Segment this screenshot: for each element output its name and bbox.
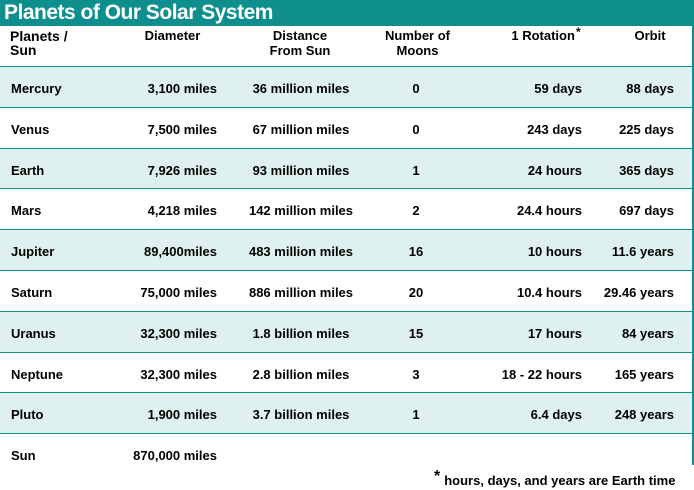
asterisk-mark: * <box>575 25 581 39</box>
header-diameter: Diameter <box>144 28 201 43</box>
table-row: Neptune 32,300 miles 2.8 billion miles 3 18 … <box>0 351 692 393</box>
moons-cell: 2 <box>412 203 420 219</box>
header-distance-line1: Distance <box>272 28 328 43</box>
planet-name: Pluto <box>11 407 44 423</box>
rotation-cell: 6.4 days <box>530 407 582 423</box>
orbit-cell: 225 days <box>619 121 674 137</box>
table-row: Mercury 3,100 miles 36 million miles 0 59 da… <box>0 66 692 107</box>
planet-name: Venus <box>11 121 50 137</box>
orbit-cell: 165 years <box>614 366 674 382</box>
moons-cell: 3 <box>412 366 420 382</box>
header-planets-line2: Sun <box>10 42 37 58</box>
distance-cell: 93 million miles <box>252 162 350 178</box>
table-row: Earth 7,926 miles 93 million miles 1 24 hour… <box>0 147 692 189</box>
distance-cell: 886 million miles <box>248 285 354 300</box>
planet-name: Mercury <box>11 81 62 96</box>
orbit-cell: 29.46 years <box>603 285 674 300</box>
rotation-cell: 17 hours <box>527 325 582 341</box>
distance-cell: 36 million miles <box>252 81 350 96</box>
moons-cell: 20 <box>408 285 424 300</box>
planet-name: Mars <box>11 203 42 219</box>
header-moons-line2: Moons <box>396 43 439 58</box>
rotation-cell: 59 days <box>534 81 582 96</box>
planet-name: Saturn <box>11 285 53 300</box>
footnote-text: hours, days, and years are Earth time <box>444 473 676 488</box>
footnote: * hours, days, and years are Earth time <box>434 468 676 490</box>
table-header-row: Planets / Sun Diameter Distance From Sun… <box>0 25 692 66</box>
distance-cell: 67 million miles <box>252 121 350 137</box>
rotation-cell: 10.4 hours <box>516 285 582 300</box>
diameter-cell: 870,000 miles <box>133 448 217 464</box>
header-distance: Distance From Sun <box>235 28 365 58</box>
orbit-cell: 248 years <box>614 407 674 423</box>
planet-name: Uranus <box>11 325 56 341</box>
planet-name: Sun <box>11 448 36 464</box>
table-row: Mars 4,218 miles 142 million miles 2 24.4 ho… <box>0 188 692 229</box>
orbit-cell: 365 days <box>619 162 674 178</box>
header-moons-line1: Number of <box>385 28 450 43</box>
moons-cell: 15 <box>408 325 424 341</box>
planet-name: Neptune <box>11 366 63 382</box>
moons-cell: 1 <box>412 162 420 178</box>
footnote-asterisk: * <box>434 468 441 485</box>
rotation-cell: 18 - 22 hours <box>501 366 582 382</box>
orbit-cell: 84 years <box>621 325 674 341</box>
header-planets: Planets / Sun <box>10 29 120 57</box>
diameter-cell: 89,400miles <box>143 244 217 260</box>
orbit-cell: 11.6 years <box>611 244 674 260</box>
moons-cell: 0 <box>412 81 420 96</box>
moons-cell: 1 <box>412 407 420 423</box>
table-row: Venus 7,500 miles 67 million miles 0 243 day… <box>0 106 692 148</box>
moons-cell: 16 <box>408 244 424 260</box>
rotation-cell: 10 hours <box>527 244 582 260</box>
diameter-cell: 32,300 miles <box>140 325 217 341</box>
planets-table: Planets / Sun Diameter Distance From Sun… <box>0 25 694 465</box>
rotation-cell: 24 hours <box>527 162 582 178</box>
rotation-cell: 24.4 hours <box>516 203 582 219</box>
table-row: Jupiter 89,400miles 483 million miles 16 10 … <box>0 229 692 270</box>
orbit-cell: 88 days <box>626 81 674 96</box>
rotation-cell: 243 days <box>527 121 582 137</box>
distance-cell: 483 million miles <box>248 244 354 260</box>
distance-cell: 2.8 billion miles <box>252 366 350 382</box>
title-bar: Planets of Our Solar System <box>0 0 694 26</box>
table-row: Pluto 1,900 miles 3.7 billion miles 1 6.4 da… <box>0 392 692 434</box>
table-row: Uranus 32,300 miles 1.8 billion miles 15 17 … <box>0 310 692 352</box>
distance-cell: 1.8 billion miles <box>252 325 350 341</box>
diameter-cell: 4,218 miles <box>147 203 217 219</box>
distance-cell: 142 million miles <box>248 203 354 219</box>
table-row: Sun 870,000 miles <box>0 433 692 474</box>
orbit-cell: 697 days <box>619 203 674 219</box>
diameter-cell: 7,500 miles <box>147 121 217 137</box>
table-row: Saturn 75,000 miles 886 million miles 20 10.… <box>0 270 692 311</box>
planet-name: Earth <box>11 162 45 178</box>
moons-cell: 0 <box>412 121 420 137</box>
planet-name: Jupiter <box>11 244 55 260</box>
header-rotation-label: 1 Rotation <box>511 28 575 43</box>
diameter-cell: 75,000 miles <box>140 285 217 300</box>
diameter-cell: 1,900 miles <box>147 407 217 423</box>
header-moons: Number of Moons <box>375 28 460 58</box>
diameter-cell: 32,300 miles <box>140 366 217 382</box>
header-planets-line1: Planets / <box>10 28 68 44</box>
header-rotation: 1 Rotation* <box>490 25 602 44</box>
distance-cell: 3.7 billion miles <box>252 407 350 423</box>
page-title: Planets of Our Solar System <box>4 1 273 24</box>
diameter-cell: 7,926 miles <box>147 162 217 178</box>
header-distance-line2: From Sun <box>269 43 331 58</box>
header-orbit: Orbit <box>634 28 666 43</box>
diameter-cell: 3,100 miles <box>147 81 217 96</box>
